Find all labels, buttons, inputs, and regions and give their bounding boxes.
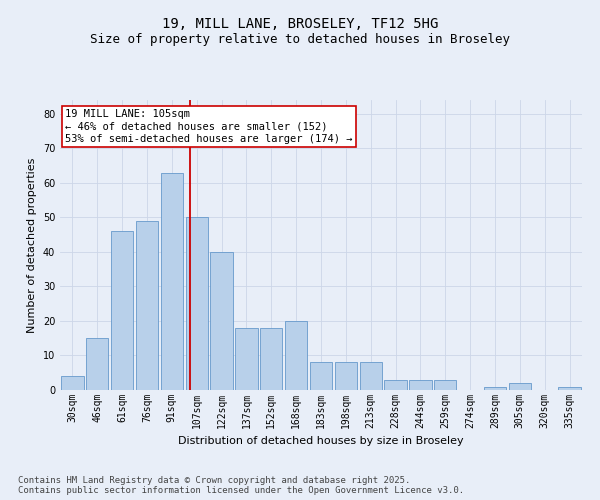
X-axis label: Distribution of detached houses by size in Broseley: Distribution of detached houses by size … bbox=[178, 436, 464, 446]
Bar bbox=[409, 380, 431, 390]
Text: 19, MILL LANE, BROSELEY, TF12 5HG: 19, MILL LANE, BROSELEY, TF12 5HG bbox=[162, 18, 438, 32]
Bar bbox=[285, 321, 307, 390]
Bar bbox=[559, 386, 581, 390]
Text: Contains HM Land Registry data © Crown copyright and database right 2025.
Contai: Contains HM Land Registry data © Crown c… bbox=[18, 476, 464, 495]
Text: 19 MILL LANE: 105sqm
← 46% of detached houses are smaller (152)
53% of semi-deta: 19 MILL LANE: 105sqm ← 46% of detached h… bbox=[65, 108, 353, 144]
Text: Size of property relative to detached houses in Broseley: Size of property relative to detached ho… bbox=[90, 32, 510, 46]
Bar bbox=[86, 338, 109, 390]
Bar bbox=[385, 380, 407, 390]
Bar bbox=[509, 383, 531, 390]
Bar bbox=[161, 172, 183, 390]
Bar bbox=[335, 362, 357, 390]
Bar bbox=[136, 221, 158, 390]
Bar bbox=[61, 376, 83, 390]
Bar bbox=[310, 362, 332, 390]
Y-axis label: Number of detached properties: Number of detached properties bbox=[27, 158, 37, 332]
Bar bbox=[434, 380, 457, 390]
Bar bbox=[235, 328, 257, 390]
Bar bbox=[484, 386, 506, 390]
Bar bbox=[359, 362, 382, 390]
Bar bbox=[185, 218, 208, 390]
Bar bbox=[260, 328, 283, 390]
Bar bbox=[111, 231, 133, 390]
Bar bbox=[211, 252, 233, 390]
